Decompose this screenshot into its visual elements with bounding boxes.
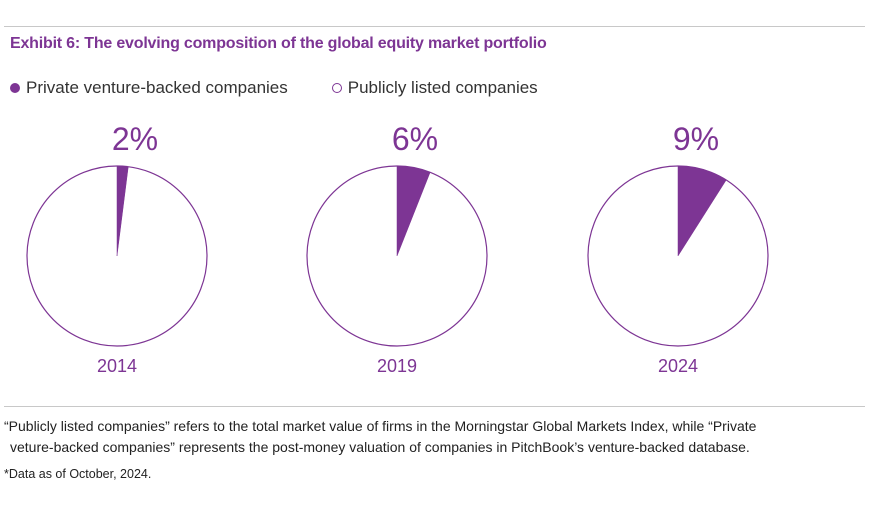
top-divider: [4, 26, 865, 27]
pie-chart-2019: 6% 2019: [306, 121, 488, 376]
legend-item-public: Publicly listed companies: [331, 78, 538, 98]
year-label-2014: 2014: [97, 356, 137, 376]
footnote-line-2: veture-backed companies” represents the …: [10, 439, 750, 455]
legend-swatch-private: [10, 83, 20, 93]
year-label-2019: 2019: [377, 356, 417, 376]
percent-label-2014: 2%: [112, 121, 158, 157]
footnote-line-1: “Publicly listed companies” refers to th…: [4, 418, 757, 434]
percent-label-2019: 6%: [392, 121, 438, 157]
slice-private-2014: [116, 165, 129, 257]
pie-charts: 2% 2014 6% 2019 9% 2024: [26, 121, 769, 376]
bottom-divider: [4, 406, 865, 407]
legend-label-public: Publicly listed companies: [347, 78, 538, 97]
legend-label-private: Private venture-backed companies: [26, 78, 288, 97]
data-note: *Data as of October, 2024.: [4, 467, 152, 481]
pie-chart-2014: 2% 2014: [26, 121, 208, 376]
legend-item-private: Private venture-backed companies: [10, 78, 288, 98]
legend: Private venture-backed companies Publicl…: [10, 78, 538, 98]
slice-private-2024: [677, 165, 727, 257]
year-label-2024: 2024: [658, 356, 698, 376]
pie-chart-2024: 9% 2024: [587, 121, 769, 376]
slice-private-2019: [396, 165, 431, 257]
chart-title: Exhibit 6: The evolving composition of t…: [10, 35, 547, 52]
percent-label-2024: 9%: [673, 121, 719, 157]
legend-swatch-public: [331, 83, 342, 93]
footnote: “Publicly listed companies” refers to th…: [4, 416, 864, 458]
